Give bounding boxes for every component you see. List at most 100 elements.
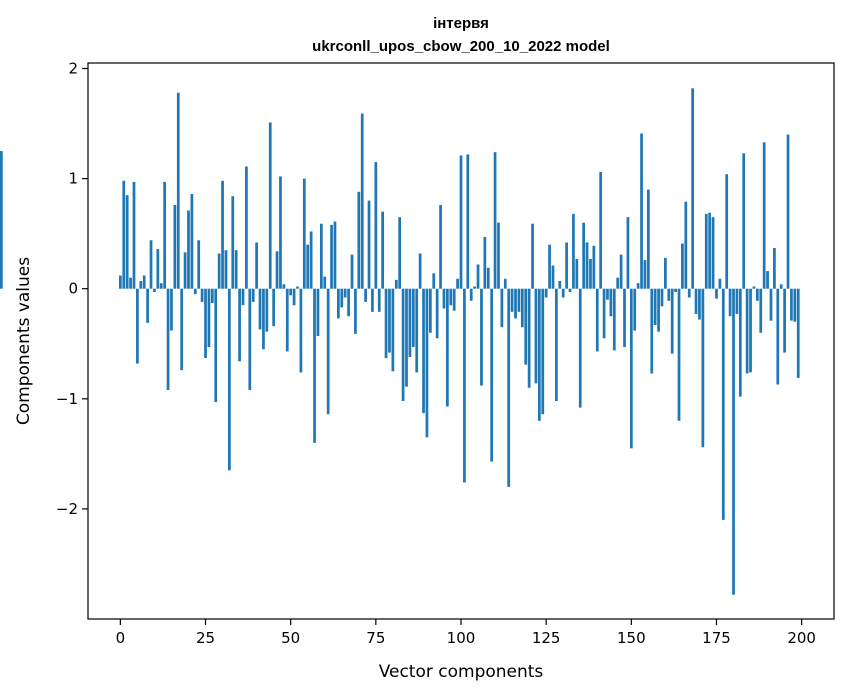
bar xyxy=(480,288,483,386)
bar xyxy=(759,288,763,333)
bar xyxy=(296,286,299,289)
bar xyxy=(711,217,715,289)
bar xyxy=(428,288,432,333)
bar xyxy=(555,288,558,401)
bar xyxy=(755,288,759,301)
bar xyxy=(715,288,718,299)
bar xyxy=(473,286,476,289)
bar xyxy=(439,205,442,289)
bar xyxy=(619,254,623,289)
bar xyxy=(374,162,378,289)
bar xyxy=(350,254,354,289)
bar xyxy=(609,288,613,317)
bar xyxy=(333,221,337,289)
y-tick-label: −1 xyxy=(56,390,78,408)
bar xyxy=(762,142,766,289)
x-tick-label: 50 xyxy=(281,629,300,647)
bar xyxy=(388,288,391,353)
bar xyxy=(262,288,265,350)
bar xyxy=(575,258,579,289)
x-tick-label: 200 xyxy=(787,629,816,647)
bar xyxy=(541,288,545,415)
bar xyxy=(773,247,776,289)
bar xyxy=(469,288,473,301)
bar xyxy=(456,278,459,289)
bar xyxy=(684,201,688,289)
bar xyxy=(204,288,207,359)
bar xyxy=(708,212,712,289)
bar xyxy=(704,213,708,289)
bar xyxy=(493,152,497,289)
bar xyxy=(500,288,504,328)
y-tick-label: −2 xyxy=(56,500,78,518)
bar xyxy=(517,288,521,312)
x-tick-label: 125 xyxy=(532,629,561,647)
bar xyxy=(139,281,143,289)
bar xyxy=(636,283,640,289)
bar xyxy=(176,92,180,289)
plot-frame xyxy=(87,62,835,620)
bar xyxy=(497,222,500,289)
bar xyxy=(258,288,262,330)
bar xyxy=(330,224,333,289)
bar xyxy=(299,288,303,373)
bar xyxy=(463,288,466,483)
bar xyxy=(224,250,228,289)
bar xyxy=(544,288,548,298)
bar xyxy=(442,288,446,309)
bar xyxy=(193,288,197,295)
bar xyxy=(783,288,786,353)
bar xyxy=(432,273,436,289)
x-tick-label: 75 xyxy=(366,629,385,647)
bar xyxy=(572,213,575,289)
bar xyxy=(565,242,568,289)
bar xyxy=(446,288,449,407)
bar xyxy=(674,288,677,292)
bar xyxy=(520,288,524,328)
bar xyxy=(142,275,146,289)
bar xyxy=(316,288,320,337)
bar xyxy=(136,288,139,364)
bar xyxy=(132,181,136,289)
bar xyxy=(667,288,671,301)
bar xyxy=(364,288,367,302)
bar xyxy=(405,288,408,387)
bar xyxy=(718,278,722,289)
bars-group xyxy=(0,88,800,595)
bar xyxy=(313,288,316,443)
bar xyxy=(534,288,538,384)
bar xyxy=(357,191,361,289)
bar xyxy=(670,288,674,354)
bar xyxy=(200,288,204,302)
bar xyxy=(599,172,603,289)
bar xyxy=(612,288,616,351)
bar xyxy=(319,223,323,289)
bar xyxy=(589,258,592,289)
bar xyxy=(646,189,650,289)
bar xyxy=(537,288,541,421)
chart-subtitle: ukrconll_upos_cbow_200_10_2022 model xyxy=(312,38,610,55)
y-tick-label: 2 xyxy=(68,60,78,78)
bar xyxy=(677,288,681,421)
bar xyxy=(640,133,643,289)
bar xyxy=(347,288,350,317)
bar xyxy=(238,288,241,362)
bar xyxy=(687,288,691,298)
bar xyxy=(568,288,572,292)
bar xyxy=(732,288,735,595)
bar xyxy=(643,260,647,289)
bar xyxy=(401,288,405,401)
bar xyxy=(234,250,238,289)
bar xyxy=(302,178,306,289)
bar xyxy=(275,251,279,289)
bar xyxy=(292,288,296,306)
bar xyxy=(153,288,156,292)
bar xyxy=(170,288,173,331)
bar xyxy=(749,288,752,373)
bar xyxy=(228,288,231,471)
bar xyxy=(660,288,664,307)
bar xyxy=(616,277,620,289)
y-tick-label: 0 xyxy=(68,280,78,298)
bar xyxy=(507,288,511,487)
